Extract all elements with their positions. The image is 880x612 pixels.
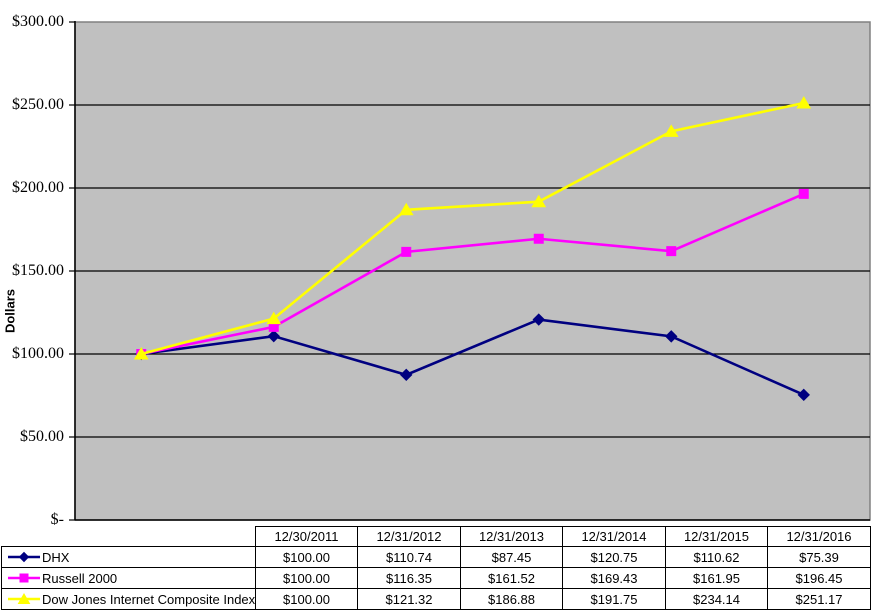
y-tick-label-150: $150.00 [12, 262, 64, 279]
square-legend-marker-icon [8, 573, 40, 583]
table-header-date-4: 12/31/2015 [665, 526, 768, 547]
diamond-legend-marker-icon [8, 551, 40, 563]
chart-data-table: 12/30/2011 12/31/2012 12/31/2013 12/31/2014… [1, 526, 871, 610]
table-value-russell-2000-1: $116.35 [357, 567, 461, 589]
y-tick-label-50: $50.00 [20, 428, 64, 445]
table-value-dow-jones-internet-composite-index-2: $186.88 [460, 588, 563, 610]
series-marker-dhx [532, 313, 545, 326]
table-value-dhx-1: $110.74 [357, 546, 461, 568]
series-legend-cell-russell-2000: Russell 2000 [1, 567, 256, 589]
series-label: DHX [42, 549, 70, 565]
series-marker-russell-2000 [798, 188, 809, 199]
table-value-dow-jones-internet-composite-index-1: $121.32 [357, 588, 461, 610]
series-legend-cell-dow-jones-internet-composite-index: Dow Jones Internet Composite Index [1, 588, 256, 610]
series-marker-dow-jones-internet-composite-index [531, 194, 547, 208]
series-line-dhx [141, 318, 805, 397]
series-marker-dow-jones-internet-composite-index [398, 202, 414, 216]
table-row-dhx: DHX $100.00 $110.74 $87.45 $120.75 $110.62 $75… [1, 546, 871, 568]
table-header-date-5: 12/31/2016 [767, 526, 871, 547]
table-row-russell-2000: Russell 2000 $100.00 $116.35 $161.52 $169.43… [1, 567, 871, 589]
series-label: Dow Jones Internet Composite Index [42, 591, 256, 607]
table-value-russell-2000-4: $161.95 [665, 567, 768, 589]
series-marker-russell-2000 [533, 233, 544, 244]
table-row-dow-jones-internet-composite-index: Dow Jones Internet Composite Index $100.0… [1, 588, 871, 610]
table-value-dhx-3: $120.75 [562, 546, 666, 568]
table-value-russell-2000-3: $169.43 [562, 567, 666, 589]
y-tick-label-0: $- [50, 511, 64, 528]
table-value-dhx-5: $75.39 [767, 546, 871, 568]
series-marker-dow-jones-internet-composite-index [133, 347, 149, 360]
legend-entry: DHX [3, 548, 255, 567]
table-value-russell-2000-2: $161.52 [460, 567, 563, 589]
series-label: Russell 2000 [42, 570, 118, 586]
table-header-date-3: 12/31/2014 [562, 526, 666, 547]
chart-plot-area [69, 21, 871, 521]
y-tick-label-250: $250.00 [12, 96, 64, 113]
series-marker-dhx [665, 330, 678, 343]
table-value-russell-2000-5: $196.45 [767, 567, 871, 589]
series-line-russell-2000 [140, 192, 805, 356]
series-marker-dhx [400, 368, 413, 382]
y-tick-label-300: $300.00 [12, 13, 64, 30]
series-marker-dhx [267, 329, 280, 343]
series-marker-russell-2000 [401, 246, 412, 257]
table-corner-cell [2, 527, 256, 547]
series-marker-dhx [797, 388, 810, 402]
series-line-dow-jones-internet-composite-index [140, 101, 805, 356]
triangle-legend-marker-icon [8, 593, 40, 604]
series-marker-dow-jones-internet-composite-index [266, 311, 282, 325]
legend-entry: Dow Jones Internet Composite Index [3, 590, 256, 609]
y-tick-label-200: $200.00 [12, 179, 64, 196]
table-value-dhx-4: $110.62 [665, 546, 768, 568]
series-legend-cell-dhx: DHX [1, 546, 256, 568]
table-value-dhx-0: $100.00 [255, 546, 358, 568]
series-marker-dow-jones-internet-composite-index [796, 96, 812, 109]
legend-entry: Russell 2000 [3, 569, 255, 588]
table-header-date-2: 12/31/2013 [460, 526, 563, 547]
table-header-date-1: 12/31/2012 [357, 526, 461, 547]
table-value-dow-jones-internet-composite-index-5: $251.17 [767, 588, 871, 610]
table-header-row: 12/30/2011 12/31/2012 12/31/2013 12/31/2014… [2, 526, 871, 547]
table-value-dhx-2: $87.45 [460, 546, 563, 568]
y-tick-label-100: $100.00 [12, 345, 64, 362]
table-header-date-0: 12/30/2011 [255, 526, 358, 547]
table-value-dow-jones-internet-composite-index-0: $100.00 [255, 588, 358, 610]
series-marker-russell-2000 [666, 246, 677, 257]
series-marker-dow-jones-internet-composite-index [663, 124, 679, 137]
table-value-dow-jones-internet-composite-index-4: $234.14 [665, 588, 768, 610]
table-value-dow-jones-internet-composite-index-3: $191.75 [562, 588, 666, 610]
table-value-russell-2000-0: $100.00 [255, 567, 358, 589]
y-axis-title-text: Dollars [2, 288, 18, 334]
